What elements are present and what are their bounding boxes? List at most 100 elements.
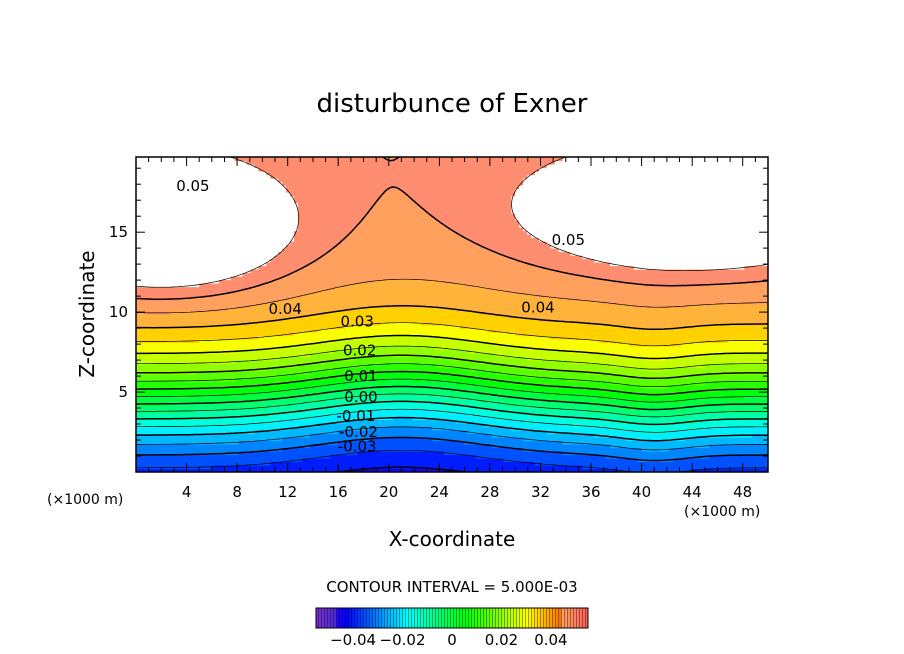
- contour-cell: [309, 381, 315, 386]
- contour-cell: [404, 398, 410, 403]
- contour-cell: [673, 367, 678, 372]
- contour-cell: [218, 465, 224, 470]
- contour-cell: [515, 367, 520, 372]
- contour-cell: [286, 391, 291, 396]
- contour-cell: [305, 381, 311, 386]
- contour-cell: [625, 426, 631, 431]
- contour-cell: [404, 370, 410, 375]
- contour-cell: [507, 377, 512, 382]
- contour-cell: [376, 374, 382, 379]
- contour-cell: [728, 419, 734, 424]
- contour-cell: [234, 437, 240, 442]
- contour-cell: [681, 444, 686, 449]
- contour-cell: [294, 461, 299, 466]
- contour-cell: [740, 381, 745, 386]
- contour-cell: [424, 367, 429, 372]
- contour-cell: [163, 440, 169, 445]
- contour-cell: [610, 391, 615, 396]
- contour-cell: [167, 384, 173, 389]
- contour-cell: [380, 440, 386, 445]
- contour-cell: [542, 381, 548, 386]
- contour-cell: [147, 374, 153, 379]
- contour-cell: [175, 388, 181, 393]
- contour-cell: [309, 433, 315, 438]
- contour-cell: [471, 367, 477, 372]
- contour-cell: [337, 430, 342, 435]
- contour-cell: [242, 391, 248, 396]
- contour-cell: [531, 423, 536, 428]
- contour-cell: [475, 381, 481, 386]
- contour-cell: [444, 377, 449, 382]
- contour-cell: [420, 409, 425, 414]
- contour-cell: [665, 402, 670, 407]
- contour-cell: [554, 363, 560, 368]
- contour-cell: [191, 426, 196, 431]
- contour-cell: [720, 458, 726, 463]
- contour-cell: [254, 363, 260, 368]
- contour-cell: [499, 388, 504, 393]
- contour-cell: [550, 458, 556, 463]
- contour-cell: [732, 419, 737, 424]
- contour-cell: [760, 384, 765, 389]
- contour-cell: [459, 433, 465, 438]
- contour-cell: [724, 374, 730, 379]
- contour-cell: [669, 423, 674, 428]
- contour-cell: [661, 370, 666, 375]
- contour-cell: [294, 419, 299, 424]
- contour-cell: [700, 416, 706, 421]
- contour-cell: [294, 367, 299, 372]
- contour-cell: [586, 458, 591, 463]
- contour-cell: [499, 454, 504, 459]
- contour-cell: [613, 395, 619, 400]
- contour-cell: [740, 419, 745, 424]
- contour-cell: [689, 409, 694, 414]
- contour-cell: [685, 398, 690, 403]
- contour-cell: [428, 367, 433, 372]
- contour-cell: [467, 454, 473, 459]
- contour-cell: [503, 384, 508, 389]
- contour-cell: [215, 423, 220, 428]
- contour-cell: [341, 447, 346, 452]
- contour-cell: [175, 426, 181, 431]
- contour-cell: [270, 440, 275, 445]
- contour-cell: [546, 433, 552, 438]
- contour-cell: [373, 384, 378, 389]
- contour-cell: [258, 419, 263, 424]
- contour-cell: [479, 433, 485, 438]
- contour-cell: [305, 374, 311, 379]
- contour-cell: [578, 458, 583, 463]
- contour-cell: [175, 419, 181, 424]
- contour-cell: [629, 433, 635, 438]
- contour-cell: [195, 388, 200, 393]
- contour-cell: [507, 374, 512, 379]
- contour-cell: [373, 377, 378, 382]
- contour-cell: [700, 377, 706, 382]
- contour-cell: [653, 440, 658, 445]
- contour-cell: [562, 409, 568, 414]
- contour-cell: [337, 416, 342, 421]
- contour-cell: [452, 409, 457, 414]
- contour-cell: [483, 381, 489, 386]
- contour-cell: [657, 381, 662, 386]
- contour-cell: [369, 398, 374, 403]
- contour-cell: [574, 437, 579, 442]
- contour-cell: [633, 468, 639, 472]
- contour-cell: [151, 412, 157, 417]
- contour-cell: [617, 451, 623, 456]
- contour-cell: [416, 426, 421, 431]
- contour-cell: [353, 447, 358, 452]
- contour-cell: [147, 430, 153, 435]
- contour-cell: [373, 388, 378, 393]
- contour-cell: [384, 423, 390, 428]
- contour-cell: [499, 381, 504, 386]
- contour-cell: [685, 367, 690, 372]
- contour-cell: [503, 451, 508, 456]
- contour-cell: [523, 395, 528, 400]
- contour-cell: [700, 437, 706, 442]
- contour-cell: [436, 391, 441, 396]
- contour-cell: [574, 444, 579, 449]
- contour-cell: [392, 412, 398, 417]
- contour-cell: [720, 447, 726, 452]
- contour-cell: [211, 363, 216, 368]
- contour-cell: [155, 391, 161, 396]
